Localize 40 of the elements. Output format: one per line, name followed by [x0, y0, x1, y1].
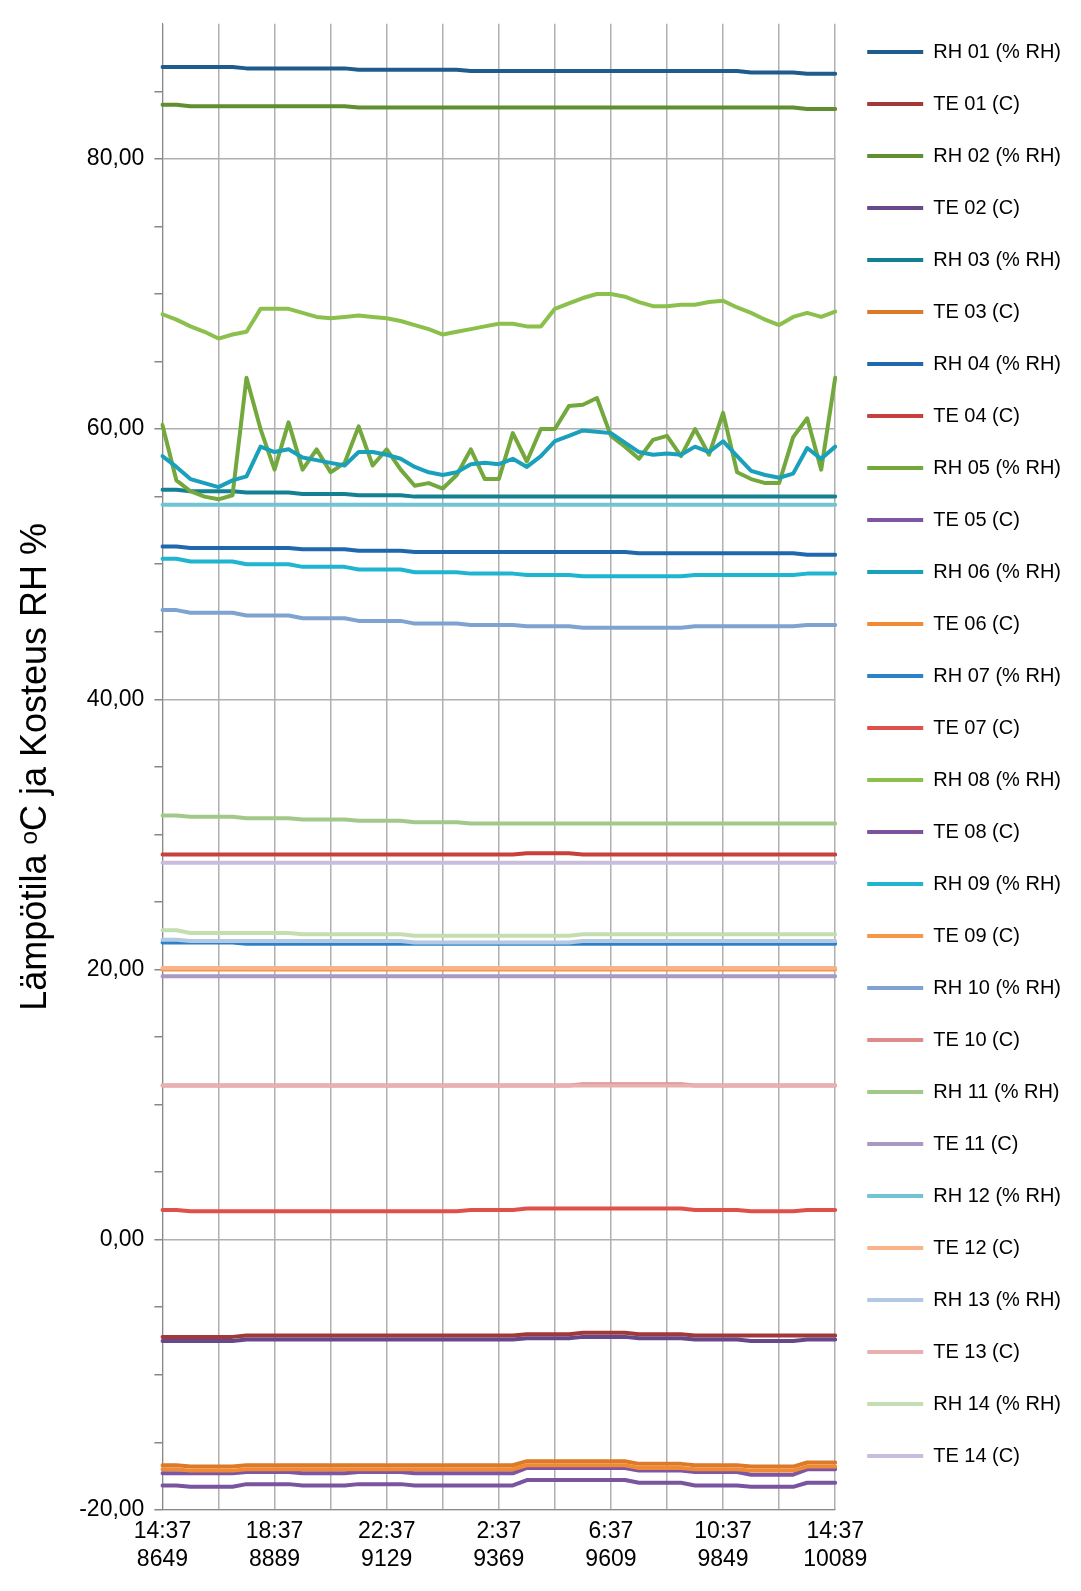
legend-label: TE 14 (C): [933, 1443, 1020, 1466]
x-tick-label: 22:37 9129: [357, 1516, 416, 1571]
legend-label: TE 08 (C): [933, 819, 1020, 842]
legend-label: RH 08 (% RH): [933, 767, 1061, 790]
legend-label: RH 04 (% RH): [933, 351, 1061, 374]
legend-label: RH 01 (% RH): [933, 39, 1061, 62]
legend-label: RH 03 (% RH): [933, 247, 1061, 270]
legend-label: RH 07 (% RH): [933, 663, 1061, 686]
x-tick-label: 14:37 10089: [803, 1516, 868, 1571]
y-tick-label: 80,00: [86, 144, 145, 171]
legend-label: TE 04 (C): [933, 403, 1020, 426]
legend-label: TE 13 (C): [933, 1339, 1020, 1362]
legend-label: TE 05 (C): [933, 507, 1020, 530]
legend-label: TE 03 (C): [933, 299, 1020, 322]
legend-label: TE 09 (C): [933, 923, 1020, 946]
legend-label: TE 10 (C): [933, 1027, 1020, 1050]
legend-label: RH 02 (% RH): [933, 143, 1061, 166]
y-tick-label: 20,00: [86, 954, 145, 981]
legend-label: RH 11 (% RH): [933, 1079, 1060, 1102]
legend-label: TE 02 (C): [933, 195, 1020, 218]
legend-label: RH 12 (% RH): [933, 1183, 1061, 1206]
x-tick-label: 2:37 9369: [473, 1516, 525, 1571]
legend-label: TE 11 (C): [933, 1131, 1019, 1154]
x-tick-label: 18:37 8889: [245, 1516, 304, 1571]
x-tick-label: 6:37 9609: [585, 1516, 637, 1571]
legend-label: RH 14 (% RH): [933, 1391, 1061, 1414]
legend-label: RH 09 (% RH): [933, 871, 1061, 894]
y-tick-label: 0,00: [99, 1224, 145, 1251]
legend-label: TE 01 (C): [933, 91, 1020, 114]
legend-label: TE 12 (C): [933, 1235, 1020, 1258]
legend-label: RH 13 (% RH): [933, 1287, 1061, 1310]
legend-label: RH 10 (% RH): [933, 975, 1061, 998]
y-tick-label: 40,00: [86, 684, 145, 711]
x-tick-label: 10:37 9849: [694, 1516, 752, 1571]
legend-label: TE 07 (C): [933, 715, 1020, 738]
legend-label: RH 06 (% RH): [933, 559, 1061, 582]
legend-label: RH 05 (% RH): [933, 455, 1061, 478]
y-axis-title: Lämpötila ᵒC ja Kosteus RH %: [12, 522, 54, 1011]
legend-label: TE 06 (C): [933, 611, 1020, 634]
y-tick-label: 60,00: [86, 414, 145, 441]
